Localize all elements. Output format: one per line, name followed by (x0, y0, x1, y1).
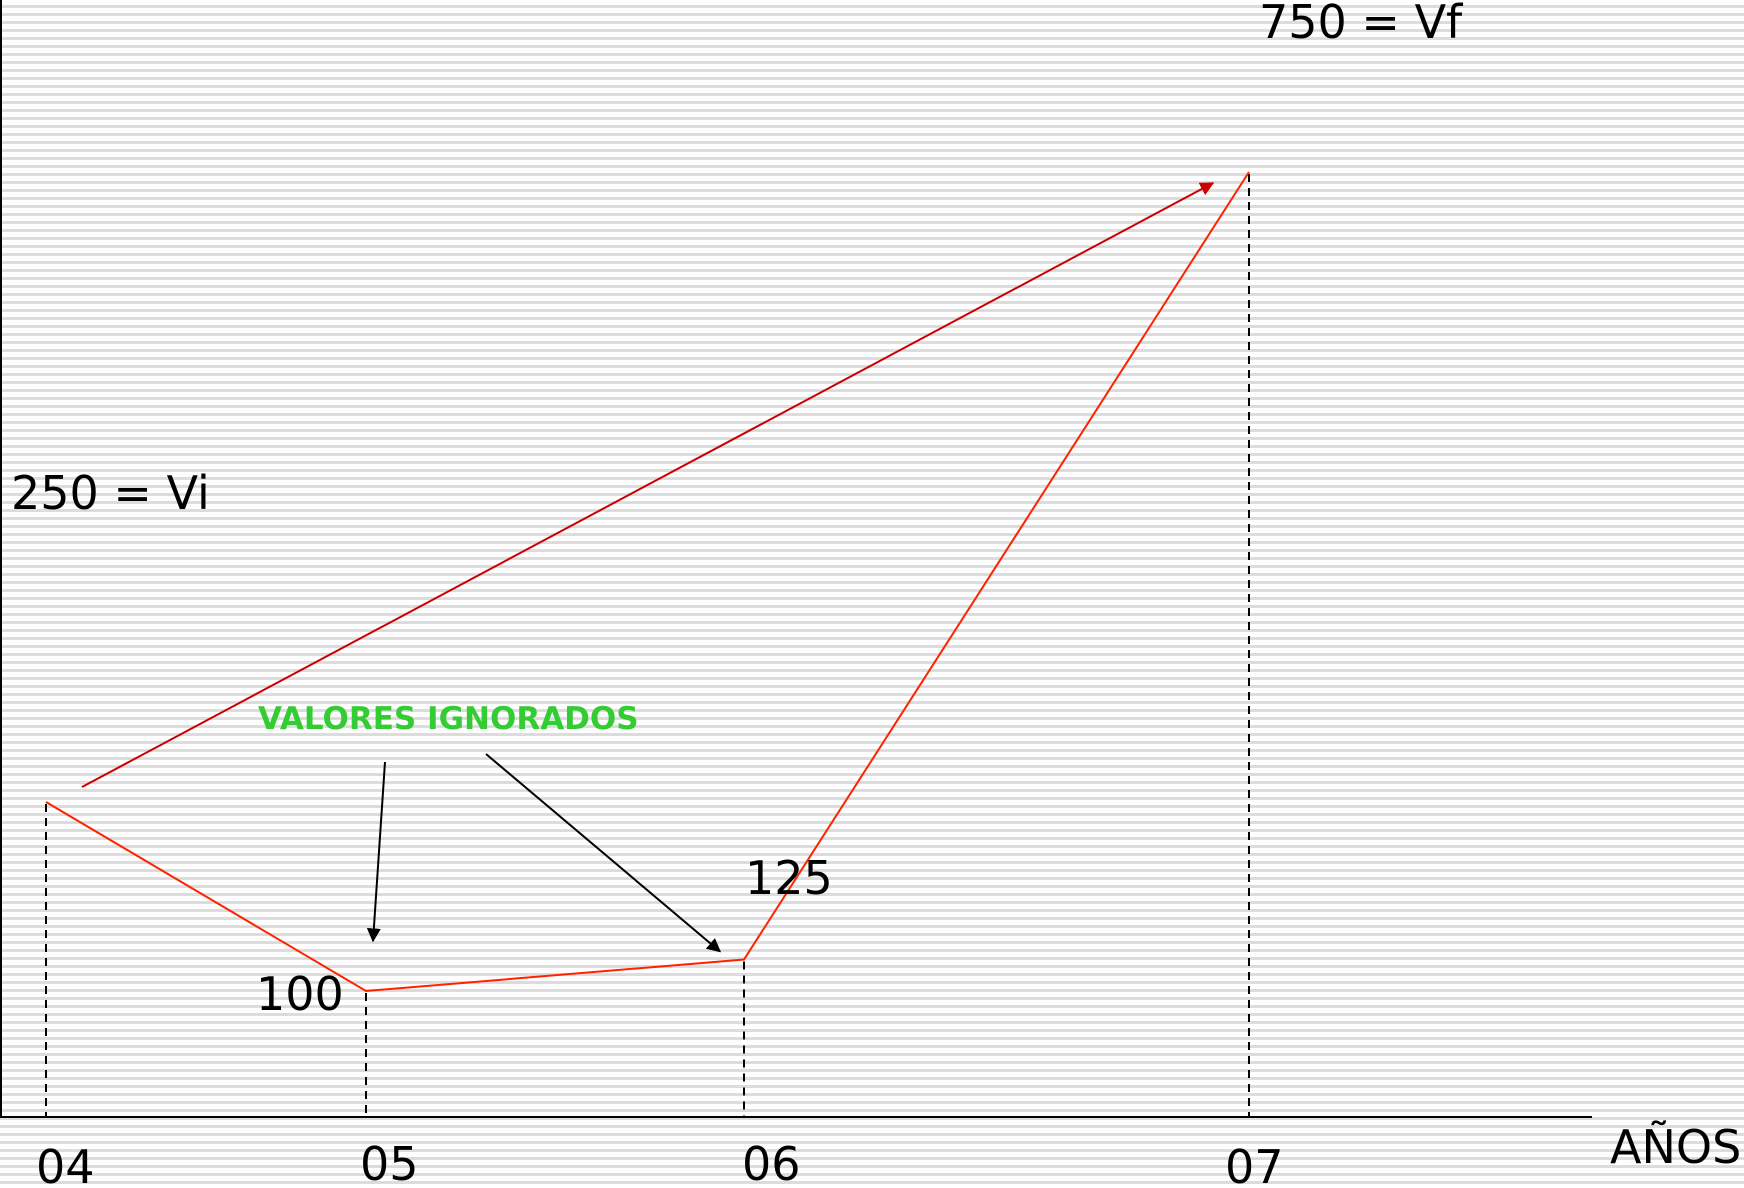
point-label-07: 750 = Vf (1259, 0, 1464, 49)
direct-arrow-vi-vf (81, 182, 1215, 788)
annotation-arrow-05 (366, 761, 386, 943)
x-tick-label-07: 07 (1225, 1140, 1284, 1188)
x-tick-label-04: 04 (36, 1140, 95, 1188)
x-axis-label: AÑOS (1610, 1120, 1741, 1174)
point-label-06: 125 (745, 851, 833, 905)
annotation-arrow-06 (485, 753, 722, 953)
x-tick-labels: 04 05 06 07 (36, 1137, 1284, 1188)
point-label-04: 250 = Vi (11, 466, 210, 520)
annotation-label: VALORES IGNORADOS (258, 701, 639, 737)
point-labels: 250 = Vi 100 125 750 = Vf (11, 0, 1464, 1021)
drop-lines (45, 174, 1250, 1117)
x-tick-label-06: 06 (742, 1137, 801, 1188)
x-tick-label-05: 05 (360, 1137, 419, 1188)
point-label-05: 100 (256, 967, 344, 1021)
series-line (45, 171, 1250, 993)
